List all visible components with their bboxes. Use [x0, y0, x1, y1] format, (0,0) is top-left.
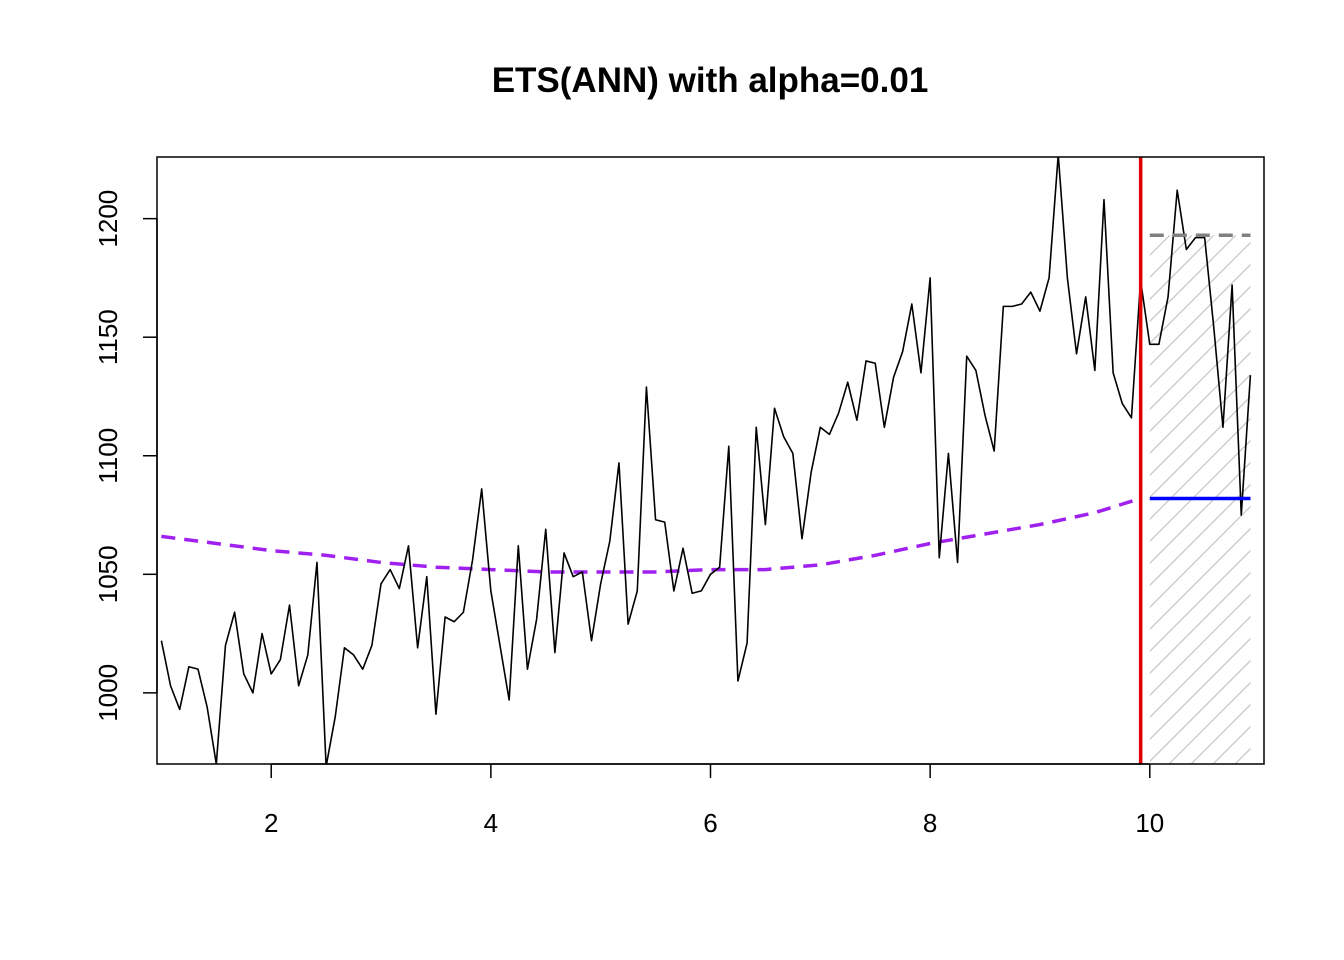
hatch-line	[1149, 439, 1251, 543]
hatch-line	[1234, 747, 1251, 764]
chart-title: ETS(ANN) with alpha=0.01	[492, 61, 929, 100]
hatch-line	[1149, 329, 1251, 433]
hatch-line	[1149, 637, 1251, 741]
y-tick-label: 1150	[93, 309, 123, 365]
hatch-line	[1149, 307, 1251, 411]
x-tick-label: 8	[923, 808, 937, 838]
x-tick-label: 4	[484, 808, 498, 838]
hatch-line	[1149, 549, 1251, 653]
hatch-line	[1149, 527, 1251, 631]
interval-hatch	[1130, 0, 1271, 960]
hatch-line	[1149, 593, 1251, 697]
hatch-line	[1149, 373, 1251, 477]
hatch-line	[1130, 0, 1271, 55]
fitted-line	[161, 496, 1142, 574]
hatch-line	[1149, 417, 1251, 521]
hatch-line	[1149, 241, 1251, 345]
y-tick-label: 1050	[93, 545, 123, 603]
hatch-line	[1130, 3, 1271, 144]
hatch-line	[1130, 47, 1271, 188]
hatch-line	[1130, 773, 1271, 914]
hatch-line	[1149, 571, 1251, 675]
y-tick-label: 1100	[93, 428, 123, 484]
hatch-line	[1130, 113, 1271, 254]
hatch-line	[1149, 285, 1251, 389]
hatch-line	[1149, 235, 1215, 301]
hatch-line	[1149, 461, 1251, 565]
hatch-line	[1149, 483, 1251, 587]
hatch-line	[1190, 703, 1251, 764]
actuals-line	[160, 157, 1252, 764]
hatch-line	[1149, 395, 1251, 499]
x-tick-label: 10	[1135, 808, 1164, 838]
y-axis: 1000 1050 1100 1150 1200	[93, 190, 158, 722]
hatch-line	[1168, 681, 1251, 764]
plot-frame	[156, 156, 1265, 765]
y-tick-label: 1200	[93, 190, 123, 248]
hatch-line	[1149, 263, 1251, 367]
hatch-line	[1149, 235, 1171, 257]
x-tick-label: 2	[264, 808, 278, 838]
hatch-line	[1212, 725, 1251, 764]
hatch-line	[1130, 839, 1271, 960]
hatch-lines	[1130, 0, 1271, 960]
hatch-line	[1130, 0, 1271, 77]
hatch-line	[1130, 91, 1271, 232]
y-tick-label: 1000	[93, 664, 123, 722]
hatch-line	[1130, 25, 1271, 166]
hatch-line	[1130, 0, 1271, 99]
x-tick-label: 6	[703, 808, 717, 838]
hatch-line	[1149, 505, 1251, 609]
hatch-line	[1149, 235, 1237, 323]
hatch-line	[1149, 351, 1251, 455]
series-layer	[160, 157, 1252, 764]
hatch-line	[1130, 69, 1271, 210]
x-axis: 2 4 6 8 10	[264, 763, 1164, 838]
hatch-line	[1149, 615, 1251, 719]
hatch-line	[1149, 659, 1251, 763]
hatch-line	[1130, 0, 1271, 121]
hatch-line	[1149, 235, 1193, 279]
